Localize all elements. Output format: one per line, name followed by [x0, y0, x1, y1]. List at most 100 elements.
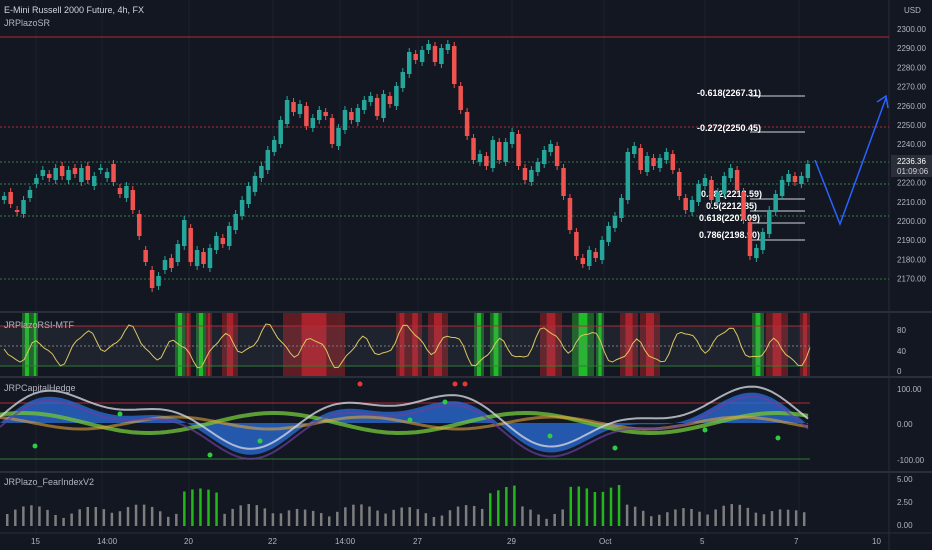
hedge-pane-title[interactable]: JRPCapitalHedge — [4, 383, 76, 393]
candle — [683, 198, 688, 210]
svg-text:29: 29 — [507, 537, 516, 546]
candle — [34, 178, 39, 184]
candle — [8, 192, 13, 204]
bar-countdown: 01:09:06 — [897, 167, 929, 176]
candle — [445, 44, 451, 50]
candle — [741, 192, 746, 220]
candle — [117, 188, 123, 194]
price-tick: 2260.00 — [897, 102, 926, 111]
candle — [773, 194, 778, 212]
candle — [779, 180, 785, 196]
candle — [92, 176, 97, 186]
svg-text:10: 10 — [872, 537, 881, 546]
candle — [304, 106, 309, 126]
candle — [259, 166, 264, 178]
svg-text:80: 80 — [897, 326, 906, 335]
projection-arrow[interactable] — [814, 94, 889, 227]
svg-text:2.50: 2.50 — [897, 498, 913, 507]
rsi-pane-title[interactable]: JRPlazoRSI-MTF — [4, 320, 75, 330]
price-tick: 2210.00 — [897, 198, 926, 207]
price-tick: 2240.00 — [897, 140, 926, 149]
fear-axis[interactable]: 5.00 2.50 0.00 — [897, 475, 913, 530]
candle — [432, 46, 438, 62]
svg-text:5: 5 — [700, 537, 705, 546]
candle — [786, 174, 791, 182]
svg-text:14:00: 14:00 — [97, 537, 118, 546]
candle — [227, 226, 232, 246]
candle — [265, 150, 271, 170]
candle — [291, 102, 296, 112]
price-axis[interactable]: 2300.00 2290.00 2280.00 2270.00 2260.00 2250.… — [897, 25, 926, 284]
candle — [130, 190, 136, 210]
candle — [336, 128, 341, 146]
svg-text:0: 0 — [897, 367, 902, 376]
candle — [246, 186, 251, 204]
hedge-axis[interactable]: 100.00 0.00 -100.00 — [897, 385, 925, 465]
price-tick: 2270.00 — [897, 83, 926, 92]
candle — [124, 186, 129, 198]
candle — [194, 250, 200, 266]
rsi-line[interactable] — [3, 323, 811, 369]
fear-index-bars[interactable] — [6, 485, 806, 526]
candle — [535, 162, 541, 172]
candle — [182, 220, 187, 246]
candle — [458, 86, 463, 110]
svg-text:Oct: Oct — [599, 537, 612, 546]
candle — [497, 142, 502, 160]
candle — [599, 240, 605, 260]
candle — [625, 152, 631, 200]
candle — [349, 112, 354, 120]
candle — [651, 158, 656, 166]
candle — [702, 178, 708, 186]
svg-text:22: 22 — [268, 537, 277, 546]
candle — [317, 110, 322, 120]
candle — [252, 176, 258, 192]
candlestick-series[interactable] — [2, 40, 811, 292]
svg-text:20: 20 — [184, 537, 193, 546]
candle — [104, 172, 110, 178]
candle — [715, 192, 721, 202]
rsi-axis[interactable]: 80 40 0 — [897, 326, 906, 376]
candle — [201, 252, 206, 264]
candle — [156, 276, 161, 286]
currency-label[interactable]: USD — [904, 6, 921, 15]
fib-label: 0.5(2212.85) — [706, 201, 757, 211]
svg-text:7: 7 — [794, 537, 799, 546]
indicator-label[interactable]: JRPlazoSR — [4, 18, 51, 28]
fib-label: 0.618(2207.09) — [699, 213, 760, 223]
svg-text:27: 27 — [413, 537, 422, 546]
candle — [503, 142, 508, 162]
candle — [426, 44, 431, 50]
fib-labels: -0.618(2267.31) -0.272(2250.45) 0.382(22… — [697, 88, 762, 240]
candle — [509, 132, 515, 144]
candle — [619, 198, 624, 218]
candle — [297, 104, 303, 114]
svg-text:15: 15 — [31, 537, 40, 546]
candle — [696, 184, 701, 202]
time-axis[interactable]: 15 14:00 20 22 14:00 27 29 Oct 5 7 10 — [31, 537, 881, 546]
candle — [14, 210, 20, 212]
candle — [689, 200, 695, 212]
candle — [490, 140, 496, 168]
candle — [162, 260, 168, 270]
price-tick: 2220.00 — [897, 179, 926, 188]
candle — [329, 118, 335, 144]
candle — [149, 270, 155, 288]
candle — [760, 232, 766, 250]
candle — [567, 198, 573, 230]
candle — [439, 48, 444, 64]
candle — [143, 250, 148, 262]
candle — [239, 200, 245, 216]
candle — [709, 180, 714, 200]
hedge-waves[interactable] — [0, 381, 809, 460]
candle — [452, 46, 457, 84]
candle — [561, 168, 566, 196]
price-tick: 2190.00 — [897, 236, 926, 245]
candle — [272, 140, 277, 152]
fear-pane-title[interactable]: JRPlazo_FearIndexV2 — [4, 477, 94, 487]
candle — [542, 150, 547, 164]
candle — [644, 156, 650, 172]
candle — [805, 164, 811, 178]
candle — [137, 214, 142, 236]
